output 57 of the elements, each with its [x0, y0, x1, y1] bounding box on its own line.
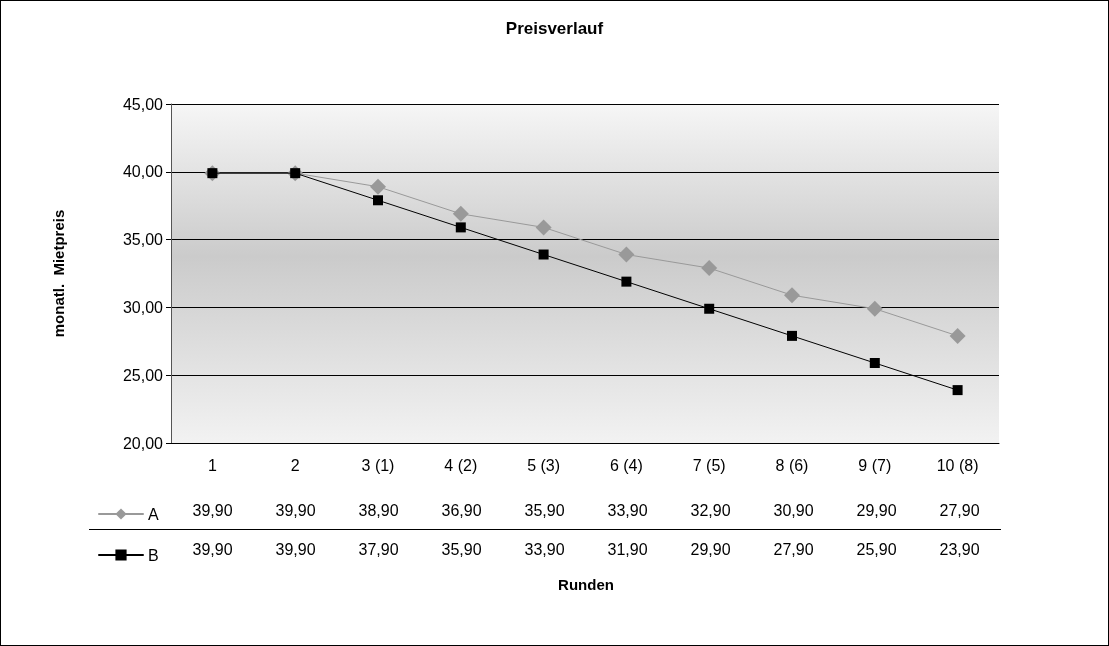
x-tick-label: 10 (8): [936, 456, 979, 474]
text: Runden: [558, 575, 614, 593]
y-tick-label: 40,00: [122, 163, 164, 181]
x-tick-label: 1: [207, 456, 217, 474]
data-label: 27,90: [773, 540, 814, 558]
y-tick-label: 35,00: [122, 231, 164, 249]
legend-label: A: [148, 505, 159, 523]
y-tick-label: 45,00: [122, 95, 164, 113]
y-tick-label: 20,00: [122, 434, 164, 452]
data-label: 38,90: [358, 501, 399, 519]
data-label: 25,90: [856, 540, 897, 558]
point: [949, 327, 966, 344]
data-label: 37,90: [358, 540, 399, 558]
point: [784, 287, 800, 304]
point: [866, 300, 883, 317]
data-label: 31,90: [607, 540, 648, 558]
data-label: 39,90: [275, 540, 316, 558]
data-label: 39,90: [192, 501, 233, 519]
point: [787, 330, 797, 341]
data-label: 35,90: [524, 501, 565, 519]
data-label: 33,90: [524, 540, 565, 558]
data-label: 23,90: [939, 540, 980, 558]
data-label: 39,90: [192, 540, 233, 558]
point: [535, 219, 552, 236]
point: [952, 385, 963, 396]
x-tick-label: 8 (6): [775, 456, 809, 474]
data-label: 33,90: [607, 501, 648, 519]
point: [455, 222, 466, 233]
point: [538, 249, 549, 260]
y-tick-label: 25,00: [122, 366, 164, 384]
chart-title: Preisverlauf: [505, 19, 604, 38]
point: [618, 246, 635, 263]
data-label: 39,90: [275, 501, 316, 519]
data-label: 35,90: [441, 540, 482, 558]
data-label: 29,90: [856, 501, 897, 519]
point: [704, 303, 715, 314]
y-axis-title: monatl. Mietpreis: [50, 209, 67, 338]
x-tick-label: 2: [290, 456, 300, 474]
x-tick-label: 6 (4): [609, 456, 643, 474]
x-tick-label: 9 (7): [858, 456, 892, 474]
point: [621, 276, 632, 287]
data-label: 36,90: [441, 501, 482, 519]
data-label: 27,90: [939, 501, 980, 519]
x-tick-label: 4 (2): [444, 456, 478, 474]
point: [701, 260, 718, 277]
data-label: 32,90: [690, 501, 731, 519]
x-tick-label: 3 (1): [361, 456, 395, 474]
point: [869, 358, 880, 368]
point: [370, 178, 386, 195]
legend-label: B: [148, 546, 159, 564]
x-tick-label: 7 (5): [692, 456, 726, 474]
x-tick-label: 5 (3): [527, 456, 561, 474]
point: [373, 195, 383, 206]
point: [452, 205, 469, 222]
data-label: 30,90: [773, 501, 814, 519]
y-tick-label: 30,00: [122, 298, 164, 316]
data-label: 29,90: [690, 540, 731, 558]
